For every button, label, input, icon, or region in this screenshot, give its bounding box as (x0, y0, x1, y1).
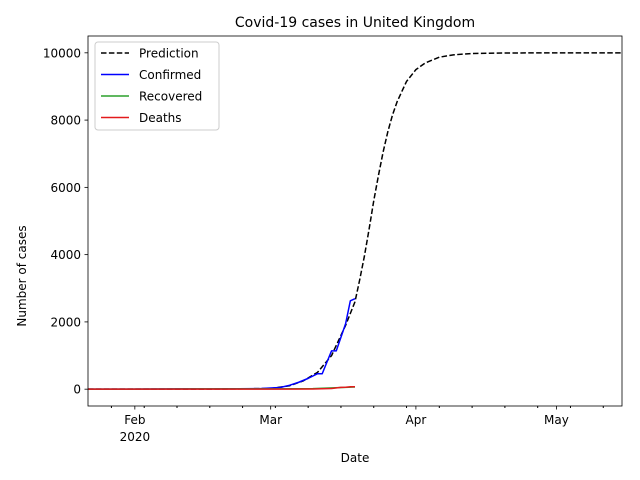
legend-label-recovered: Recovered (139, 90, 202, 104)
x-axis-label: Date (341, 451, 370, 465)
y-tick-label: 6000 (50, 181, 81, 195)
y-axis: 0 2000 4000 6000 8000 10000 (43, 46, 88, 397)
y-tick-label: 0 (73, 383, 81, 397)
x-tick-label: Apr (406, 413, 427, 427)
legend-box (94, 41, 220, 131)
y-axis-label: Number of cases (15, 225, 29, 326)
chart-title: Covid-19 cases in United Kingdom (235, 15, 475, 31)
legend: Prediction Confirmed Recovered Deaths (94, 41, 220, 131)
series-line-confirmed (88, 298, 356, 390)
x-tick-sublabel: 2020 (120, 430, 151, 444)
x-tick-label: Feb (124, 413, 145, 427)
legend-label-deaths: Deaths (139, 111, 182, 125)
x-tick-label: Mar (259, 413, 282, 427)
y-tick-label: 4000 (50, 248, 81, 262)
series-lines (88, 52, 622, 390)
legend-label-confirmed: Confirmed (139, 68, 201, 82)
y-tick-label: 10000 (43, 46, 81, 60)
legend-label-prediction: Prediction (139, 47, 199, 61)
plot-frame (87, 35, 623, 407)
x-tick-label: May (544, 413, 569, 427)
series-line-deaths (88, 386, 355, 390)
x-axis: Feb 2020 Mar Apr May (110, 406, 604, 444)
y-tick-label: 8000 (50, 114, 81, 128)
y-tick-label: 2000 (50, 315, 81, 329)
plot-area (87, 35, 623, 407)
